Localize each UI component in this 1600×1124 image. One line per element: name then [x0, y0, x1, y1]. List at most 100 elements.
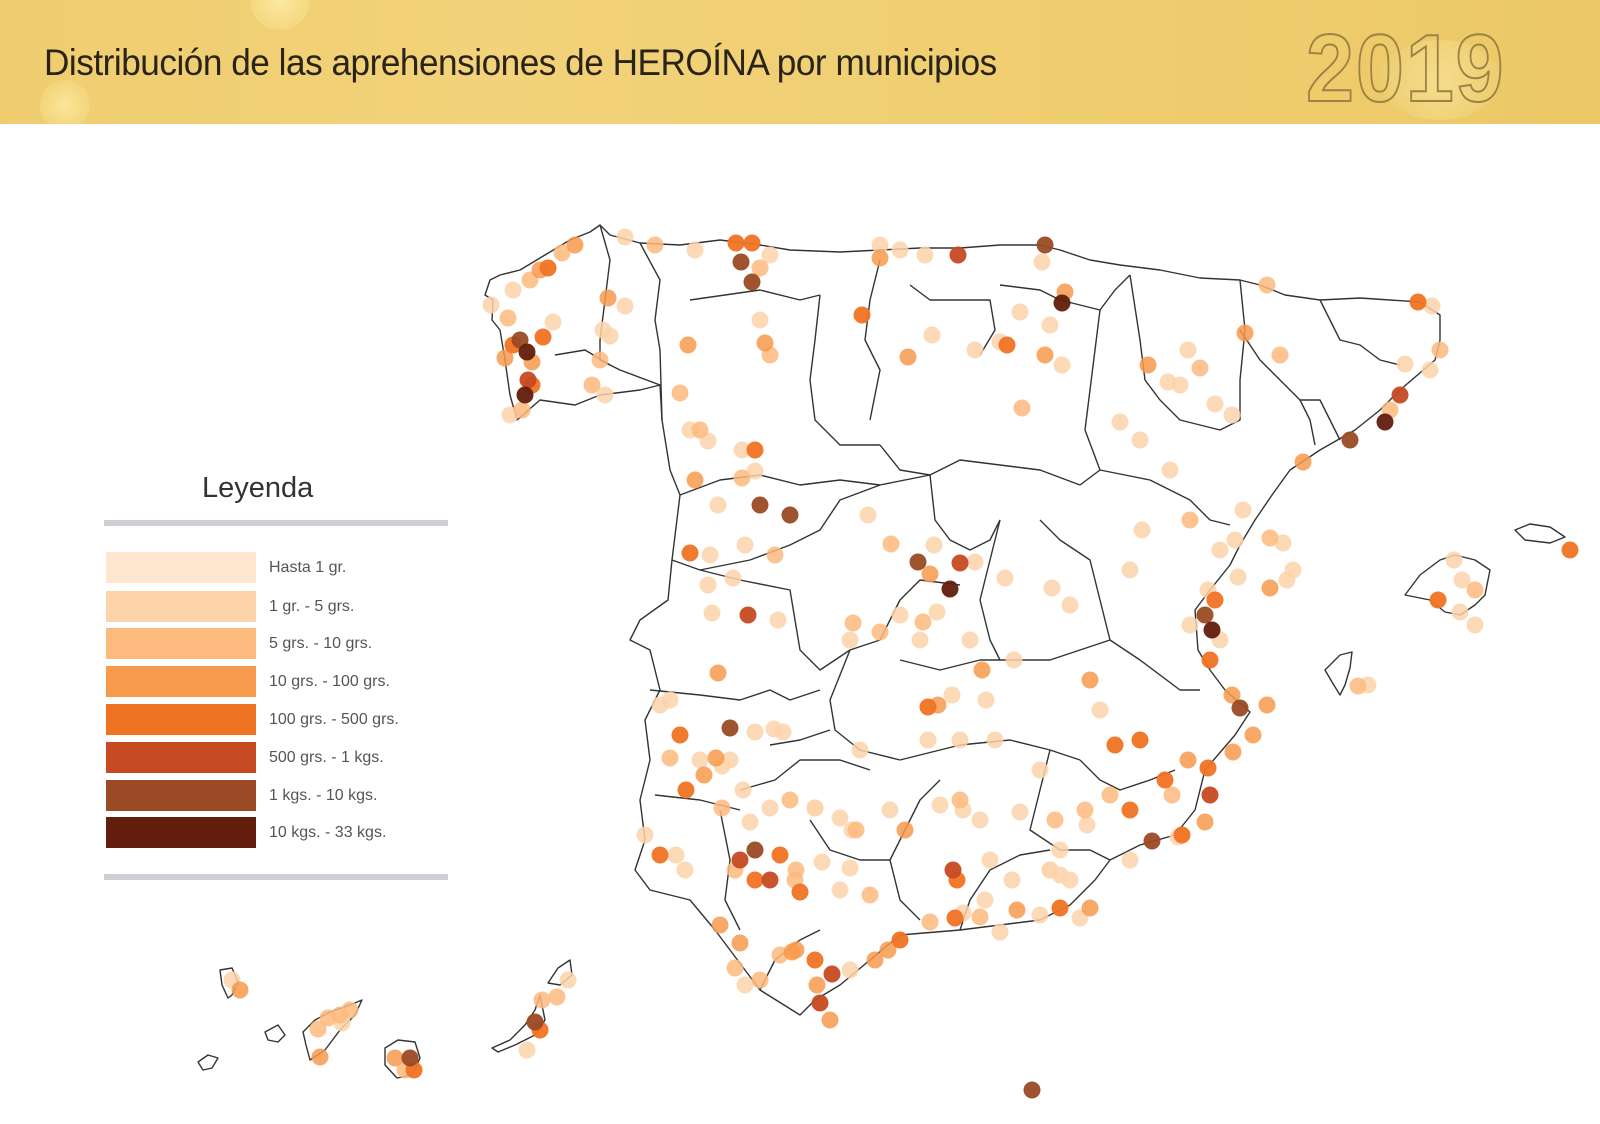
seizure-dot: [1078, 816, 1096, 834]
seizure-dot: [341, 1001, 359, 1019]
seizure-dot: [1171, 376, 1189, 394]
seizure-dot: [1201, 651, 1219, 669]
legend-item: 1 gr. - 5 grs.: [104, 591, 450, 623]
seizure-dot: [966, 341, 984, 359]
legend-item: 100 grs. - 500 grs.: [104, 704, 450, 736]
seizure-dot: [713, 799, 731, 817]
seizure-dot: [651, 696, 669, 714]
peninsula-outline: [484, 224, 1441, 1016]
legend-label: 100 grs. - 500 grs.: [269, 711, 399, 728]
legend-title: Leyenda: [202, 472, 314, 504]
seizure-dot: [691, 421, 709, 439]
seizure-dot: [539, 259, 557, 277]
seizure-dot: [951, 791, 969, 809]
seizure-dot: [931, 796, 949, 814]
legend-swatch: [106, 666, 256, 697]
seizure-dot: [516, 386, 534, 404]
page-title: Distribución de las aprehensiones de HER…: [44, 42, 997, 83]
legend-swatch: [106, 552, 256, 583]
seizure-dot: [1139, 356, 1157, 374]
seizure-dot: [986, 731, 1004, 749]
menorca-outline: [1514, 523, 1566, 544]
seizure-dot: [596, 386, 614, 404]
seizure-dot: [1211, 541, 1229, 559]
seizure-dot: [1053, 294, 1071, 312]
lanzarote-outline: [547, 959, 573, 986]
legend-item: 500 grs. - 1 kgs.: [104, 742, 450, 774]
seizure-dot: [1121, 851, 1139, 869]
seizure-dots: [223, 228, 1579, 1099]
seizure-dot: [925, 536, 943, 554]
seizure-dot: [1179, 751, 1197, 769]
legend-item: 5 grs. - 10 grs.: [104, 628, 450, 660]
seizure-dot: [844, 614, 862, 632]
seizure-dot: [646, 236, 664, 254]
seizure-dot: [671, 726, 689, 744]
seizure-dot: [741, 813, 759, 831]
seizure-dot: [996, 569, 1014, 587]
seizure-dot: [1036, 346, 1054, 364]
seizure-dot: [1081, 899, 1099, 917]
seizure-dot: [699, 576, 717, 594]
seizure-dot: [1061, 596, 1079, 614]
seizure-dot: [1271, 346, 1289, 364]
seizure-dot: [751, 259, 769, 277]
legend-item: Hasta 1 gr.: [104, 552, 450, 584]
seizure-dot: [1451, 603, 1469, 621]
seizure-dot: [746, 723, 764, 741]
seizure-dot: [746, 462, 764, 480]
seizure-dot: [976, 891, 994, 909]
seizure-dot: [941, 580, 959, 598]
seizure-dot: [1421, 361, 1439, 379]
seizure-dot: [1409, 293, 1427, 311]
seizure-dot: [1041, 316, 1059, 334]
seizure-dot: [791, 883, 809, 901]
seizure-dot: [519, 371, 537, 389]
seizure-dot: [1013, 399, 1031, 417]
seizure-dot: [533, 991, 551, 1009]
seizure-dot: [882, 535, 900, 553]
seizure-dot: [721, 719, 739, 737]
seizure-dot: [751, 496, 769, 514]
seizure-dot: [951, 554, 969, 572]
seizure-dot: [914, 613, 932, 631]
seizure-dot: [731, 934, 749, 952]
seizure-dot: [711, 916, 729, 934]
seizure-dot: [636, 826, 654, 844]
seizure-dot: [231, 981, 249, 999]
seizure-dot: [513, 401, 531, 419]
seizure-dot: [726, 959, 744, 977]
seizure-dot: [1051, 841, 1069, 859]
seizure-dot: [859, 506, 877, 524]
seizure-dot: [746, 841, 764, 859]
seizure-dot: [583, 376, 601, 394]
seizure-dot: [1031, 761, 1049, 779]
seizure-dot: [386, 1049, 404, 1067]
seizure-dot: [891, 606, 909, 624]
seizure-dot: [1053, 356, 1071, 374]
legend-divider: [104, 874, 448, 880]
seizure-dot: [891, 931, 909, 949]
seizure-dot: [1121, 561, 1139, 579]
seizure-dot: [1236, 324, 1254, 342]
seizure-dot: [811, 994, 829, 1012]
seizure-dot: [1229, 568, 1247, 586]
seizure-dot: [601, 327, 619, 345]
seizure-dot: [1043, 579, 1061, 597]
seizure-dot: [966, 553, 984, 571]
seizure-dot: [1161, 461, 1179, 479]
seizure-dot: [677, 781, 695, 799]
seizure-dot: [761, 871, 779, 889]
seizure-dot: [919, 698, 937, 716]
seizure-dot: [482, 296, 500, 314]
seizure-dot: [1196, 813, 1214, 831]
seizure-dot: [781, 506, 799, 524]
legend-label: 1 gr. - 5 grs.: [269, 598, 355, 615]
seizure-dot: [679, 336, 697, 354]
seizure-dot: [1156, 771, 1174, 789]
seizure-dot: [1023, 1081, 1041, 1099]
legend-swatch: [106, 591, 256, 622]
seizure-dot: [919, 731, 937, 749]
header-decoration: [1380, 40, 1500, 120]
